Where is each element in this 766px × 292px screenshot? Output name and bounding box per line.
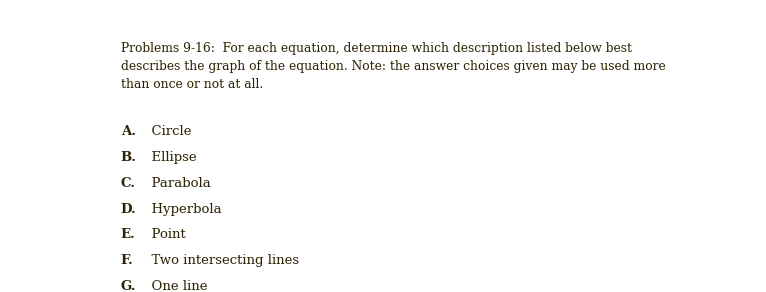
Text: B.: B. (121, 151, 136, 164)
Text: D.: D. (121, 203, 136, 215)
Text: F.: F. (121, 254, 133, 267)
Text: Ellipse: Ellipse (143, 151, 197, 164)
Text: Two intersecting lines: Two intersecting lines (143, 254, 300, 267)
Text: G.: G. (121, 280, 136, 292)
Text: One line: One line (143, 280, 208, 292)
Text: Circle: Circle (143, 125, 192, 138)
Text: E.: E. (121, 228, 136, 241)
Text: Hyperbola: Hyperbola (143, 203, 222, 215)
Text: Point: Point (143, 228, 186, 241)
Text: Problems 9-16:  For each equation, determine which description listed below best: Problems 9-16: For each equation, determ… (121, 42, 666, 91)
Text: A.: A. (121, 125, 136, 138)
Text: Parabola: Parabola (143, 177, 211, 190)
Text: C.: C. (121, 177, 136, 190)
